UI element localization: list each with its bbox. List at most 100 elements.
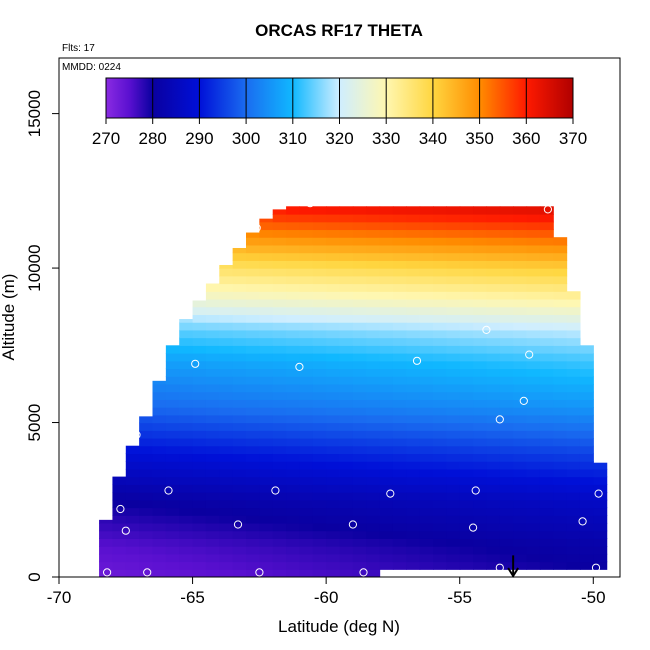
field-cell — [539, 368, 554, 377]
field-cell — [539, 522, 554, 532]
field-cell — [459, 260, 474, 269]
field-cell — [433, 221, 447, 231]
field-cell — [473, 206, 488, 215]
x-tick-label: -65 — [180, 588, 205, 607]
field-cell — [259, 399, 274, 408]
field-cell — [473, 453, 488, 462]
field-cell — [419, 306, 434, 316]
field-cell — [205, 553, 220, 563]
field-cell — [366, 221, 381, 231]
field-cell — [125, 476, 140, 485]
field-cell — [406, 530, 421, 539]
field-cell — [513, 229, 528, 238]
field-cell — [179, 399, 194, 408]
field-cell — [433, 437, 447, 447]
field-cell — [406, 244, 421, 254]
field-cell — [152, 461, 167, 470]
field-cell — [419, 553, 434, 563]
field-cell — [473, 283, 488, 292]
field-cell — [419, 244, 434, 254]
field-cell — [232, 468, 247, 478]
field-cell — [272, 275, 287, 285]
field-cell — [459, 399, 474, 408]
field-cell — [112, 538, 127, 547]
field-cell — [459, 538, 474, 547]
field-cell — [219, 322, 234, 331]
field-cell — [379, 260, 394, 269]
field-cell — [526, 399, 541, 408]
field-cell — [579, 538, 594, 547]
field-cell — [246, 399, 260, 408]
field-cell — [379, 283, 394, 292]
field-cell — [539, 515, 554, 524]
field-cell — [152, 546, 167, 555]
field-cell — [366, 484, 381, 493]
field-cell — [352, 507, 367, 516]
field-cell — [299, 306, 314, 316]
field-cell — [499, 376, 514, 385]
field-cell — [326, 522, 341, 532]
field-cell — [553, 291, 568, 300]
field-cell — [406, 314, 421, 323]
field-cell — [539, 492, 554, 501]
field-cell — [259, 252, 274, 261]
field-cell — [272, 399, 287, 408]
field-cell — [272, 221, 287, 231]
field-cell — [192, 314, 207, 323]
field-cell — [486, 391, 501, 400]
field-cell — [433, 522, 447, 532]
field-cell — [299, 461, 314, 470]
field-cell — [406, 546, 421, 555]
field-cell — [339, 414, 354, 424]
field-cell — [312, 484, 327, 493]
field-cell — [539, 484, 554, 493]
field-cell — [299, 445, 314, 455]
field-cell — [339, 437, 354, 447]
field-cell — [446, 461, 461, 470]
field-cell — [486, 291, 501, 300]
field-cell — [473, 476, 488, 485]
field-cell — [246, 461, 260, 470]
field-cell — [205, 468, 220, 478]
field-cell — [446, 298, 461, 308]
field-cell — [366, 229, 381, 238]
field-cell — [593, 553, 608, 563]
field-cell — [526, 453, 541, 462]
field-cell — [392, 345, 407, 354]
field-cell — [473, 298, 488, 308]
sample-point — [348, 520, 357, 529]
field-cell — [299, 283, 314, 292]
field-cell — [232, 422, 247, 431]
field-cell — [579, 399, 594, 408]
field-cell — [419, 484, 434, 493]
field-cell — [406, 260, 421, 269]
field-cell — [446, 546, 461, 555]
field-cell — [459, 252, 474, 261]
field-cell — [419, 522, 434, 532]
field-cell — [352, 291, 367, 300]
field-cell — [379, 507, 394, 516]
field-cell — [406, 275, 421, 285]
field-cell — [593, 507, 608, 516]
field-cell — [312, 353, 327, 362]
field-cell — [246, 353, 260, 362]
field-cell — [246, 437, 260, 447]
field-cell — [366, 391, 381, 400]
field-cell — [259, 268, 274, 277]
field-cell — [539, 329, 554, 339]
field-cell — [286, 453, 301, 462]
field-cell — [339, 484, 354, 493]
field-cell — [459, 329, 474, 339]
field-cell — [392, 522, 407, 532]
field-cell — [205, 507, 220, 516]
field-cell — [352, 407, 367, 416]
field-cell — [326, 546, 341, 555]
field-cell — [473, 461, 488, 470]
field-cell — [165, 376, 180, 385]
field-cell — [406, 437, 421, 447]
field-cell — [419, 430, 434, 439]
field-cell — [352, 422, 367, 431]
field-cell — [419, 291, 434, 300]
field-cell — [192, 399, 207, 408]
field-cell — [459, 314, 474, 323]
